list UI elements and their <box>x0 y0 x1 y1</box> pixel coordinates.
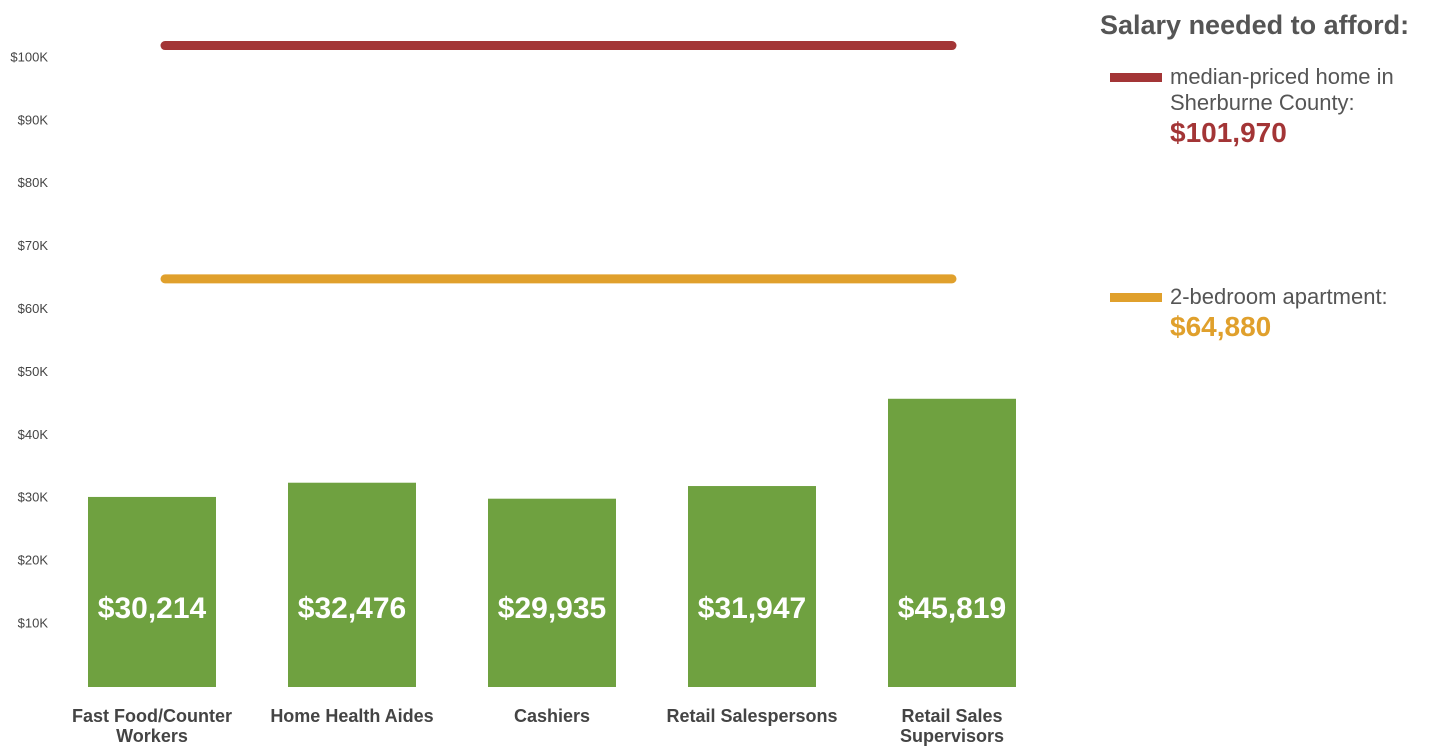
x-tick-label: Fast Food/Counter Workers <box>72 706 232 746</box>
legend-label: 2-bedroom apartment: <box>1170 284 1388 309</box>
legend-item: median-priced home in Sherburne County: $… <box>1110 64 1430 150</box>
legend-swatch <box>1110 293 1162 302</box>
y-tick-label: $90K <box>18 112 49 127</box>
bar <box>688 486 816 687</box>
x-tick-label: Retail Sales Supervisors <box>899 706 1005 746</box>
bar <box>888 398 1016 687</box>
value-label: $45,819 <box>898 592 1006 625</box>
x-tick-label: Home Health Aides <box>270 706 434 726</box>
value-label: $32,476 <box>298 592 406 625</box>
y-tick-label: $20K <box>18 553 49 568</box>
y-tick-label: $80K <box>18 175 49 190</box>
bar <box>288 482 416 687</box>
bar <box>488 498 616 687</box>
y-tick-label: $100K <box>10 49 48 64</box>
y-tick-label: $60K <box>18 301 49 316</box>
y-tick-label: $30K <box>18 490 49 505</box>
value-label: $31,947 <box>698 592 806 625</box>
legend-value: $101,970 <box>1170 117 1287 148</box>
bar <box>88 496 216 687</box>
legend-title: Salary needed to afford: <box>1100 10 1410 40</box>
legend-label: median-priced home in Sherburne County: <box>1170 64 1394 115</box>
y-tick-label: $50K <box>18 364 49 379</box>
legend-swatch <box>1110 73 1162 82</box>
value-label: $30,214 <box>98 592 207 625</box>
y-tick-label: $10K <box>18 616 49 631</box>
legend-item: 2-bedroom apartment: $64,880 <box>1110 284 1430 344</box>
value-label: $29,935 <box>498 592 606 625</box>
y-tick-label: $70K <box>18 238 49 253</box>
legend-value: $64,880 <box>1170 311 1272 342</box>
y-tick-label: $40K <box>18 427 49 442</box>
x-tick-label: Retail Salespersons <box>666 706 838 726</box>
x-tick-label: Cashiers <box>513 706 591 726</box>
